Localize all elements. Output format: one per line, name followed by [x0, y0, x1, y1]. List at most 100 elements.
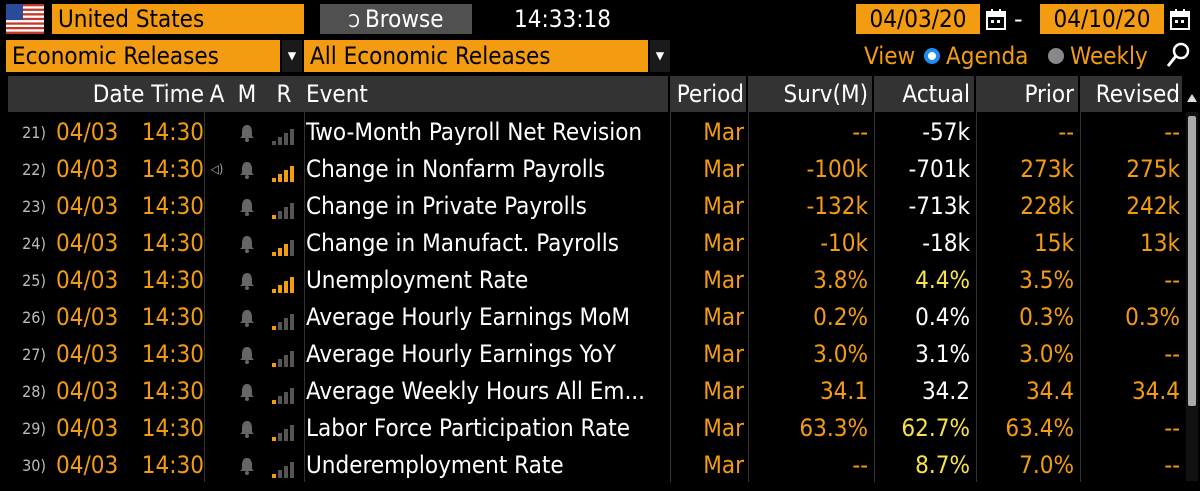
bell-icon[interactable] [230, 188, 264, 225]
bell-icon[interactable] [230, 262, 264, 299]
relevance-indicator [270, 447, 304, 484]
signal-bars-icon [272, 203, 294, 219]
table-row[interactable]: 29) 04/03 14:30 Labor Force Participation R… [8, 410, 1182, 447]
row-time: 14:30 [141, 229, 204, 257]
row-revised: 242k [1126, 192, 1180, 220]
col-header-revised[interactable]: Revised [1080, 76, 1182, 112]
weekly-radio[interactable] [1048, 48, 1064, 64]
end-date-field[interactable]: 04/10/20 [1040, 4, 1164, 34]
row-prior: 7.0% [1019, 451, 1074, 479]
row-revised: -- [1164, 451, 1180, 479]
row-time: 14:30 [141, 414, 204, 442]
table-row[interactable]: 22) 04/03 14:30 ◁) Change in Nonfarm Payroll… [8, 151, 1182, 188]
row-index: 29) [22, 419, 46, 438]
row-index: 22) [22, 160, 46, 179]
event-name[interactable]: Change in Nonfarm Payrolls [306, 155, 606, 183]
col-header-event[interactable]: Event [304, 76, 668, 112]
event-name[interactable]: Change in Manufact. Payrolls [306, 229, 619, 257]
calendar-icon[interactable] [986, 8, 1006, 30]
scroll-up-arrow[interactable] [1186, 86, 1198, 108]
agenda-radio[interactable] [924, 48, 940, 64]
row-prior: 3.0% [1019, 340, 1074, 368]
search-icon[interactable] [1164, 40, 1194, 72]
column-divider [748, 76, 749, 482]
row-time: 14:30 [141, 340, 204, 368]
col-header-datetime[interactable]: Date Time [8, 76, 204, 112]
col-header-actual[interactable]: Actual [874, 76, 974, 112]
col-header-prior[interactable]: Prior [976, 76, 1078, 112]
calendar-icon[interactable] [1170, 8, 1190, 30]
bell-icon[interactable] [230, 151, 264, 188]
row-time: 14:30 [141, 266, 204, 294]
event-name[interactable]: Unemployment Rate [306, 266, 529, 294]
country-field[interactable]: United States [52, 4, 304, 34]
chevron-down-icon[interactable]: ▼ [282, 40, 302, 72]
column-divider [670, 76, 671, 482]
row-index: 26) [22, 308, 46, 327]
speaker-icon[interactable]: ◁) [210, 162, 224, 176]
table-row[interactable]: 25) 04/03 14:30 Unemployment Rate Mar 3.8% 4.4… [8, 262, 1182, 299]
speaker-icon[interactable] [204, 373, 230, 410]
col-header-surv[interactable]: Surv(M) [748, 76, 872, 112]
row-revised: 13k [1140, 229, 1180, 257]
weekly-label[interactable]: Weekly [1070, 42, 1148, 70]
start-date-field[interactable]: 04/03/20 [856, 4, 980, 34]
table-row[interactable]: 21) 04/03 14:30 Two-Month Payroll Net Revis… [8, 114, 1182, 151]
row-date: 04/03 [56, 377, 119, 405]
clock-time: 14:33:18 [514, 5, 611, 33]
event-name[interactable]: Average Weekly Hours All Em... [306, 377, 646, 405]
signal-bars-icon [272, 240, 294, 256]
table-row[interactable]: 30) 04/03 14:30 Underemployment Rate Mar -- 8.… [8, 447, 1182, 484]
bell-icon[interactable] [230, 299, 264, 336]
event-name[interactable]: Average Hourly Earnings MoM [306, 303, 630, 331]
speaker-icon[interactable] [204, 114, 230, 151]
row-surv: -100k [806, 155, 869, 183]
bell-icon[interactable] [230, 336, 264, 373]
bell-icon[interactable] [230, 114, 264, 151]
col-header-alert[interactable]: M [230, 76, 264, 112]
browse-icon: Ɔ [348, 11, 365, 32]
bell-icon[interactable] [230, 447, 264, 484]
event-name[interactable]: Change in Private Payrolls [306, 192, 587, 220]
table-row[interactable]: 27) 04/03 14:30 Average Hourly Earnings YoY… [8, 336, 1182, 373]
speaker-icon[interactable] [204, 299, 230, 336]
bell-icon[interactable] [230, 410, 264, 447]
category-select[interactable]: Economic Releases [6, 40, 280, 72]
agenda-label[interactable]: Agenda [946, 42, 1029, 70]
row-actual: -57k [922, 118, 970, 146]
speaker-icon[interactable] [204, 262, 230, 299]
table-row[interactable]: 26) 04/03 14:30 Average Hourly Earnings MoM… [8, 299, 1182, 336]
speaker-icon[interactable] [204, 410, 230, 447]
scrollbar-thumb[interactable] [1188, 116, 1196, 406]
table-row[interactable]: 23) 04/03 14:30 Change in Private Payrolls M… [8, 188, 1182, 225]
event-name[interactable]: Two-Month Payroll Net Revision [306, 118, 643, 146]
row-surv: 3.0% [813, 340, 868, 368]
speaker-icon[interactable] [204, 225, 230, 262]
chevron-down-icon[interactable]: ▼ [650, 40, 670, 72]
event-name[interactable]: Underemployment Rate [306, 451, 564, 479]
row-time: 14:30 [141, 118, 204, 146]
speaker-icon[interactable] [204, 188, 230, 225]
row-surv: 63.3% [799, 414, 868, 442]
event-name[interactable]: Labor Force Participation Rate [306, 414, 631, 442]
bell-icon[interactable] [230, 373, 264, 410]
browse-button[interactable]: Ɔ Browse [320, 4, 472, 34]
speaker-icon[interactable] [204, 447, 230, 484]
speaker-icon[interactable] [204, 336, 230, 373]
col-header-relevance[interactable]: R [264, 76, 304, 112]
event-name[interactable]: Average Hourly Earnings YoY [306, 340, 616, 368]
row-prior: 3.5% [1019, 266, 1074, 294]
col-header-audio[interactable]: A [204, 76, 230, 112]
table-row[interactable]: 24) 04/03 14:30 Change in Manufact. Payroll… [8, 225, 1182, 262]
table-row[interactable]: 28) 04/03 14:30 Average Weekly Hours All Em… [8, 373, 1182, 410]
bell-icon[interactable] [230, 225, 264, 262]
row-period: Mar [703, 229, 744, 257]
subcategory-select[interactable]: All Economic Releases [304, 40, 648, 72]
row-index: 21) [22, 123, 46, 142]
row-prior: 63.4% [1005, 414, 1074, 442]
col-header-period[interactable]: Period [670, 76, 746, 112]
row-index: 27) [22, 345, 46, 364]
signal-bars-icon [272, 462, 294, 478]
row-date: 04/03 [56, 303, 119, 331]
row-revised: 34.4 [1131, 377, 1180, 405]
